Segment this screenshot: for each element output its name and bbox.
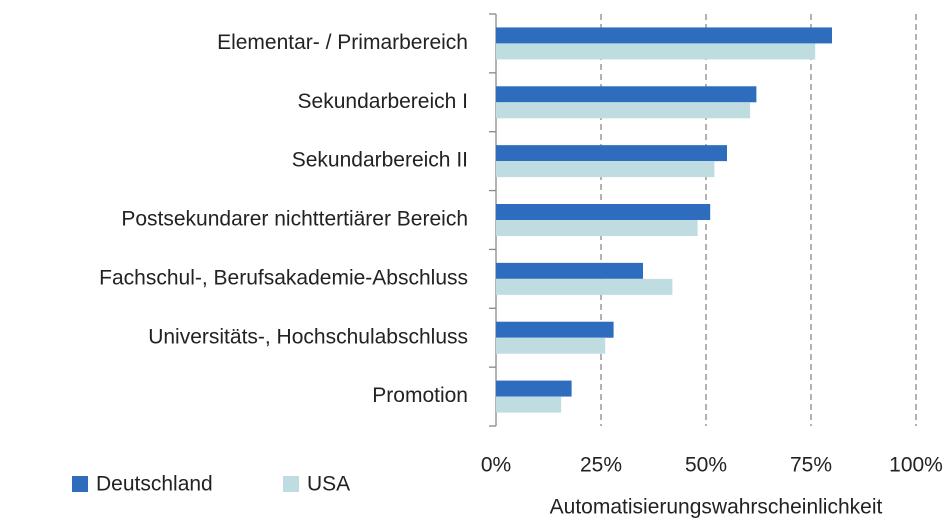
bar: [496, 204, 711, 220]
bar: [496, 321, 614, 338]
y-tick-label: Postsekundarer nichttertiärer Bereich: [121, 208, 468, 231]
bar: [496, 220, 698, 236]
legend-swatch: [283, 476, 299, 492]
bar: [496, 262, 643, 279]
y-tick-label: Sekundarbereich II: [292, 149, 468, 172]
bar: [496, 380, 572, 397]
y-tick-label: Elementar- / Primarbereich: [217, 31, 468, 54]
y-tick-label: Sekundarbereich I: [298, 90, 468, 113]
x-axis-title: Automatisierungswahrscheinlichkeit: [550, 496, 883, 519]
bar: [496, 161, 715, 178]
bar: [496, 337, 606, 354]
bar: [496, 278, 673, 295]
x-tick-label: 50%: [685, 454, 727, 477]
y-tick-label: Promotion: [372, 384, 468, 407]
legend-label: Deutschland: [96, 473, 213, 496]
bar: [496, 27, 832, 44]
y-tick-label: Fachschul-, Berufsakademie-Abschluss: [99, 266, 468, 289]
bar: [496, 396, 562, 413]
bar: [496, 86, 757, 103]
legend-label: USA: [307, 473, 350, 496]
x-tick-label: 25%: [580, 454, 622, 477]
bar: [496, 145, 727, 162]
bar: [496, 102, 751, 119]
x-tick-label: 75%: [790, 454, 832, 477]
y-tick-label: Universitäts-, Hochschulabschluss: [148, 325, 468, 348]
x-tick-label: 0%: [481, 454, 511, 477]
bar: [496, 43, 816, 60]
x-tick-label: 100%: [889, 454, 943, 477]
legend-swatch: [72, 476, 88, 492]
